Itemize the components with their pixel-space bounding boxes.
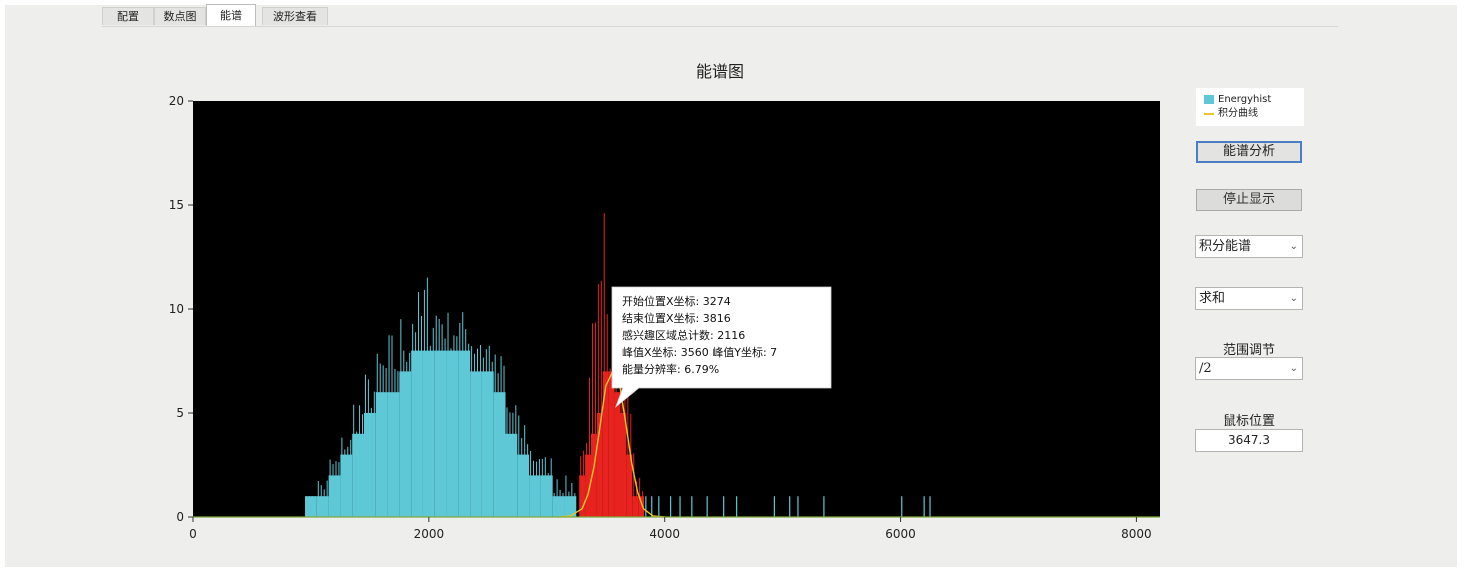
- tab-config[interactable]: 配置: [102, 7, 154, 25]
- range-select-value: /2: [1199, 361, 1212, 376]
- hist-bar: [505, 433, 518, 517]
- tab-spectrum[interactable]: 能谱: [206, 4, 256, 26]
- tab-dot-plot[interactable]: 数点图: [154, 7, 206, 25]
- info-tooltip: [611, 286, 832, 409]
- hist-bar: [602, 371, 609, 517]
- hist-bar: [375, 392, 388, 517]
- bar-swatch-icon: [1204, 95, 1214, 104]
- hist-bar: [620, 413, 627, 517]
- tooltip-line: 结束位置X坐标: 3816: [622, 311, 731, 325]
- hist-bar: [529, 475, 541, 517]
- chevron-down-icon: ⌄: [1289, 293, 1298, 304]
- hist-bar: [481, 371, 494, 517]
- hist-bar: [446, 350, 459, 517]
- tooltip-line: 开始位置X坐标: 3274: [622, 294, 731, 308]
- chart-title: 能谱图: [695, 62, 744, 81]
- hist-bar: [552, 496, 565, 517]
- aggregate-select[interactable]: 求和 ⌄: [1195, 287, 1303, 310]
- hist-bar: [493, 392, 506, 517]
- y-tick-label: 10: [169, 302, 184, 316]
- stop-display-button[interactable]: 停止显示: [1196, 189, 1302, 211]
- hist-bar: [352, 433, 364, 517]
- hist-bar: [626, 454, 633, 517]
- hist-bar: [591, 433, 597, 517]
- x-tick-label: 2000: [414, 527, 445, 541]
- hist-bar: [422, 350, 435, 517]
- hist-bar: [399, 371, 412, 517]
- legend-label: Energyhist: [1218, 94, 1272, 105]
- y-tick-label: 5: [176, 406, 184, 420]
- y-tick-label: 20: [169, 94, 184, 108]
- x-tick-label: 4000: [649, 527, 680, 541]
- hist-bar: [564, 496, 577, 517]
- tooltip-line: 峰值X坐标: 3560 峰值Y坐标: 7: [622, 345, 777, 359]
- chevron-down-icon: ⌄: [1289, 363, 1298, 374]
- hist-bar: [363, 413, 376, 517]
- mode-select[interactable]: 积分能谱 ⌄: [1195, 235, 1303, 258]
- tab-waveform[interactable]: 波形查看: [262, 7, 328, 25]
- hist-bar: [596, 413, 603, 517]
- range-adjust-label: 范围调节: [1222, 343, 1275, 358]
- tab-divider: [102, 26, 1338, 27]
- hist-bar: [316, 496, 329, 517]
- hist-bar: [387, 392, 400, 517]
- hist-bar: [585, 454, 592, 517]
- hist-bar: [632, 496, 639, 517]
- mouse-position-readout: 3647.3: [1195, 429, 1303, 452]
- hist-bar: [638, 496, 645, 517]
- chevron-down-icon: ⌄: [1289, 241, 1298, 252]
- hist-bar: [579, 475, 586, 517]
- x-tick-label: 8000: [1121, 527, 1152, 541]
- aggregate-select-value: 求和: [1199, 291, 1226, 306]
- y-tick-label: 0: [176, 510, 184, 524]
- legend-label: 积分曲线: [1218, 108, 1258, 119]
- hist-bar: [614, 392, 621, 517]
- hist-bar: [340, 454, 353, 517]
- x-tick-label: 0: [189, 527, 197, 541]
- hist-bar: [411, 350, 423, 517]
- mouse-position-label: 鼠标位置: [1222, 414, 1275, 429]
- mode-select-value: 积分能谱: [1199, 239, 1252, 254]
- hist-bar: [328, 475, 341, 517]
- range-select[interactable]: /2 ⌄: [1195, 357, 1303, 380]
- tooltip-line: 能量分辨率: 6.79%: [622, 362, 719, 376]
- spectrum-analysis-button[interactable]: 能谱分析: [1196, 141, 1302, 163]
- hist-bar: [540, 475, 553, 517]
- hist-bar: [470, 371, 482, 517]
- line-swatch-icon: [1204, 113, 1214, 115]
- x-tick-label: 6000: [885, 527, 916, 541]
- hist-bar: [608, 371, 615, 517]
- y-tick-label: 15: [169, 198, 184, 212]
- hist-bar: [434, 350, 447, 517]
- tooltip-line: 感兴趣区域总计数: 2116: [622, 328, 745, 342]
- chart-legend: Energyhist 积分曲线: [1196, 88, 1304, 126]
- hist-bar: [305, 496, 317, 517]
- hist-bar: [458, 350, 471, 517]
- hist-bar: [517, 454, 530, 517]
